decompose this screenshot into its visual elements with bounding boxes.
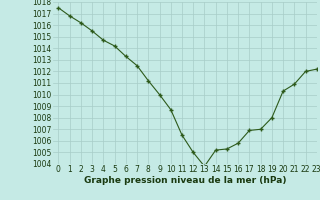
- X-axis label: Graphe pression niveau de la mer (hPa): Graphe pression niveau de la mer (hPa): [84, 176, 286, 185]
